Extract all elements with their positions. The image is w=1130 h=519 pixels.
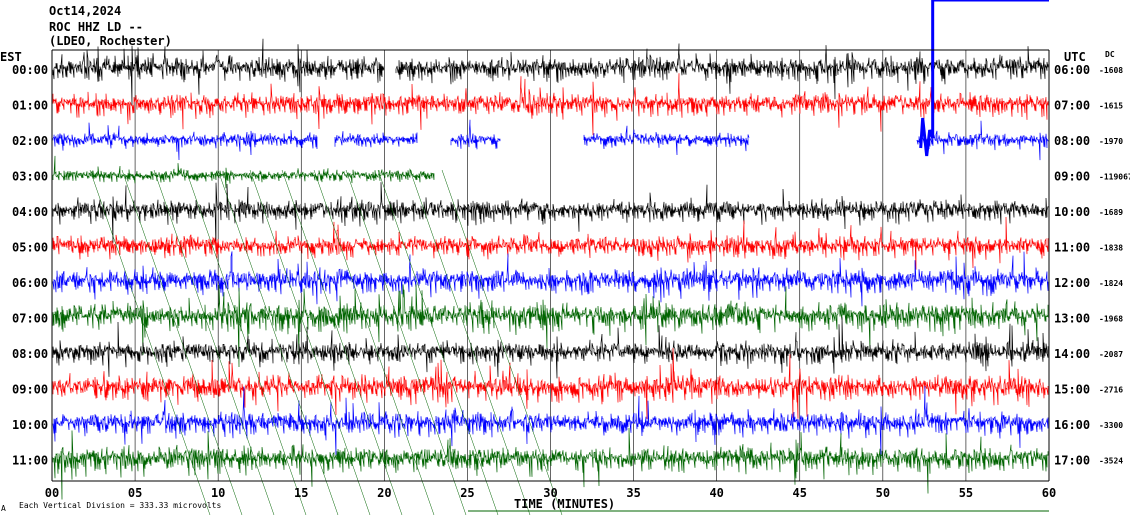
trace-row-0000 <box>52 38 1049 106</box>
x-tick-label-40: 40 <box>709 486 723 500</box>
utc-label-8: 14:00 <box>1054 347 1090 361</box>
x-tick-label-50: 50 <box>876 486 890 500</box>
label-layer: 00 05 10 15 20 25 30 35 40 45 50 55 60 00:00 06:00 -160… <box>12 63 1130 500</box>
x-tick-label-45: 45 <box>793 486 807 500</box>
trace-row-0900 <box>52 347 1049 420</box>
trace-row-0600 <box>52 251 1049 307</box>
diagonal-artifact-5 <box>249 169 371 516</box>
dc-value-1: -1615 <box>1099 102 1123 111</box>
est-label-0: 00:00 <box>12 63 48 77</box>
diagonal-artifact-1 <box>121 169 243 516</box>
x-tick-label-35: 35 <box>626 486 640 500</box>
x-tick-label-25: 25 <box>460 486 474 500</box>
diagonal-artifact-8 <box>345 169 467 516</box>
x-tick-label-00: 00 <box>45 486 59 500</box>
utc-label-0: 06:00 <box>1054 63 1090 77</box>
diagonal-artifact-3 <box>185 169 307 516</box>
diagonal-artifact-11 <box>441 169 563 516</box>
est-label-5: 05:00 <box>12 241 48 255</box>
trace-row-1000 <box>52 385 1049 459</box>
trace-row-1100 <box>52 427 1049 500</box>
diagonal-artifact-7 <box>313 169 435 516</box>
est-label-3: 03:00 <box>12 170 48 184</box>
utc-label-10: 16:00 <box>1054 418 1090 432</box>
diagonal-artifact-2 <box>153 169 275 516</box>
utc-label-1: 07:00 <box>1054 99 1090 113</box>
dc-value-7: -1968 <box>1099 315 1123 324</box>
x-tick-label-20: 20 <box>377 486 391 500</box>
diagonal-artifact-9 <box>377 169 499 516</box>
est-label-1: 01:00 <box>12 99 48 113</box>
est-label-10: 10:00 <box>12 418 48 432</box>
dc-value-9: -2716 <box>1099 386 1123 395</box>
x-axis-title: TIME (MINUTES) <box>514 497 615 511</box>
x-tick-label-15: 15 <box>294 486 308 500</box>
utc-label-3: 09:00 <box>1054 170 1090 184</box>
dc-value-3: -1190672 <box>1099 173 1130 182</box>
dc-value-10: -3300 <box>1099 421 1123 430</box>
x-tick-label-05: 05 <box>128 486 142 500</box>
est-label-2: 02:00 <box>12 134 48 148</box>
utc-label-4: 10:00 <box>1054 205 1090 219</box>
est-label-7: 07:00 <box>12 312 48 326</box>
trace-row-0400 <box>52 182 1049 250</box>
dc-value-8: -2087 <box>1099 350 1123 359</box>
dc-value-11: -3524 <box>1099 457 1123 466</box>
trace-row-0500 <box>52 216 1049 270</box>
dc-value-5: -1838 <box>1099 244 1123 253</box>
trace-layer <box>52 0 1049 516</box>
clipped-spike <box>919 0 1049 157</box>
dc-value-6: -1824 <box>1099 279 1123 288</box>
dc-value-4: -1689 <box>1099 208 1123 217</box>
utc-label-11: 17:00 <box>1054 454 1090 468</box>
est-label-4: 04:00 <box>12 205 48 219</box>
est-label-11: 11:00 <box>12 454 48 468</box>
dc-value-0: -1608 <box>1099 66 1123 75</box>
corner-mark: A <box>1 504 6 513</box>
trace-row-0300 <box>52 155 435 189</box>
division-note: Each Vertical Division = 333.33 microvol… <box>19 501 221 510</box>
date-label: Oct14,2024 <box>49 4 121 18</box>
diagonal-artifact-10 <box>409 169 531 516</box>
est-label-6: 06:00 <box>12 276 48 290</box>
x-tick-label-55: 55 <box>959 486 973 500</box>
utc-label-6: 12:00 <box>1054 276 1090 290</box>
trace-row-0100 <box>52 73 1049 136</box>
utc-label-9: 15:00 <box>1054 383 1090 397</box>
est-label-8: 08:00 <box>12 347 48 361</box>
x-tick-label-10: 10 <box>211 486 225 500</box>
station-label: ROC HHZ LD -- <box>49 20 143 34</box>
diagonal-artifact-0 <box>89 169 211 516</box>
grid-layer <box>134 50 967 481</box>
utc-label-2: 08:00 <box>1054 134 1090 148</box>
est-label-9: 09:00 <box>12 383 48 397</box>
diagonal-artifact-4 <box>217 169 339 516</box>
trace-row-0700 <box>52 284 1049 368</box>
trace-row-0200 <box>52 119 1049 161</box>
est-axis-title: EST <box>0 50 22 64</box>
network-label: (LDEO, Rochester) <box>49 34 172 48</box>
dc-header: DC <box>1105 50 1115 59</box>
utc-label-5: 11:00 <box>1054 241 1090 255</box>
diagonal-artifact-6 <box>281 169 403 516</box>
x-tick-label-60: 60 <box>1042 486 1056 500</box>
dc-value-2: -1970 <box>1099 137 1123 146</box>
utc-axis-title: UTC <box>1064 50 1086 64</box>
utc-label-7: 13:00 <box>1054 312 1090 326</box>
x-tick-label-30: 30 <box>543 486 557 500</box>
